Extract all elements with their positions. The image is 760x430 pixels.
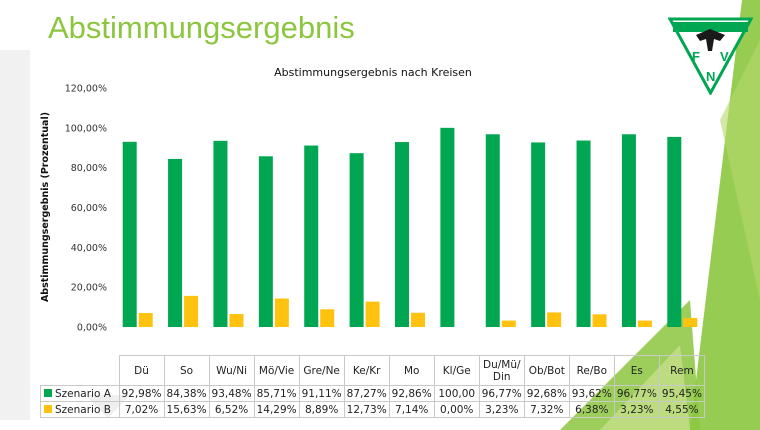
data-label: 92,86% [388, 385, 435, 402]
y-tick-label: 20,00% [71, 283, 107, 294]
y-tick-label: 120,00% [65, 84, 107, 95]
chart-title: Abstimmungsergebnis nach Kreisen [274, 66, 472, 79]
category-label: Ke/Kr [343, 355, 390, 386]
data-label: 6,38% [568, 401, 615, 418]
data-label: 100,00 [433, 385, 480, 402]
eagle-icon [696, 29, 725, 51]
bar-szenario-a [440, 127, 455, 327]
series-legend-cell: Szenario A [40, 385, 120, 402]
data-label: 8,89% [298, 401, 345, 418]
bar-szenario-b [637, 320, 652, 327]
data-label: 6,52% [208, 401, 255, 418]
grey-watermark-shape [0, 50, 30, 420]
bar-szenario-b [411, 312, 425, 327]
logo-shield [668, 17, 753, 95]
data-label: 87,27% [343, 385, 390, 402]
logo-letter-n: N [706, 69, 715, 84]
data-label: 85,71% [253, 385, 300, 402]
category-label: Ob/Bot [523, 355, 570, 386]
table-row-szenario-b: Szenario B 7,02% 15,63% 6,52% 14,29% 8,89% 12,… [40, 401, 706, 418]
data-label: 7,02% [118, 401, 165, 418]
logo-letter-v: V [720, 49, 729, 64]
bar-szenario-a [667, 136, 682, 327]
data-label: 7,14% [388, 401, 435, 418]
data-label: 92,98% [118, 385, 165, 402]
category-label: Kl/Ge [433, 355, 480, 386]
category-label: So [163, 355, 210, 386]
fvn-logo: F V N [668, 17, 753, 95]
bar-szenario-a [122, 141, 137, 327]
data-label: 91,11% [298, 385, 345, 402]
legend-swatch [44, 388, 52, 397]
bar-szenario-b [365, 301, 380, 327]
logo-letter-f: F [692, 49, 700, 64]
bar-szenario-b [683, 317, 698, 327]
category-label: Es [613, 355, 660, 386]
data-label: 14,29% [253, 401, 300, 418]
green-stripe-right-light [720, 40, 760, 300]
bar-szenario-b [274, 298, 289, 327]
category-label: Du/Mü/Din [478, 355, 525, 386]
bar-szenario-a [395, 142, 409, 327]
data-label: 4,55% [658, 401, 706, 418]
bar-szenario-b [138, 313, 153, 327]
data-label: 96,77% [478, 385, 525, 402]
bar-szenario-a [531, 142, 546, 327]
category-label: Gre/Ne [298, 355, 345, 386]
data-label: 95,45% [658, 385, 706, 402]
bar-szenario-b [184, 295, 199, 327]
category-label: Mo [388, 355, 435, 386]
data-label: 92,68% [523, 385, 570, 402]
table-header-row: Dü So Wu/Ni Mö/Vie Gre/Ne Ke/Kr Mo Kl/Ge Du/Mü/D… [40, 355, 706, 386]
data-label: 84,38% [163, 385, 210, 402]
legend-swatch [44, 404, 52, 413]
category-label: Mö/Vie [253, 355, 300, 386]
data-label: 15,63% [163, 401, 210, 418]
data-label: 12,73% [343, 401, 390, 418]
data-label: 3,23% [613, 401, 660, 418]
series-legend-cell: Szenario B [40, 401, 120, 418]
bar-szenario-a [213, 140, 228, 327]
bar-szenario-b [547, 312, 562, 327]
logo-band [673, 22, 748, 32]
page-title: Abstimmungsergebnis [48, 10, 355, 45]
legend-label: Szenario A [55, 387, 111, 400]
y-tick-label: 0,00% [77, 323, 107, 334]
table-corner-cell [40, 355, 120, 386]
bar-szenario-a [258, 156, 273, 327]
bar-szenario-b [501, 320, 516, 327]
bar-szenario-a [349, 153, 364, 327]
bar-szenario-a [576, 140, 591, 327]
data-label: 7,32% [523, 401, 570, 418]
y-tick-label: 100,00% [65, 123, 107, 134]
legend-label: Szenario B [55, 403, 111, 416]
table-row-szenario-a: Szenario A 92,98% 84,38% 93,48% 85,71% 91,11%… [40, 385, 706, 402]
category-label: Dü [118, 355, 165, 386]
category-label: Wu/Ni [208, 355, 255, 386]
y-tick-label: 40,00% [71, 243, 107, 254]
y-tick-label: 60,00% [71, 203, 107, 214]
bar-szenario-b [592, 314, 607, 327]
y-tick-label: 80,00% [71, 163, 107, 174]
bar-szenario-a [168, 158, 183, 327]
bar-szenario-b [229, 314, 244, 327]
data-label: 0,00% [433, 401, 480, 418]
bar-szenario-b [320, 309, 335, 327]
data-label: 93,62% [568, 385, 615, 402]
category-label: Re/Bo [568, 355, 615, 386]
data-label: 93,48% [208, 385, 255, 402]
y-axis-ticks: 0,00% 20,00% 40,00% 60,00% 80,00% 100,00% 120,… [65, 84, 107, 334]
data-label: 3,23% [478, 401, 525, 418]
bar-szenario-a [621, 134, 636, 327]
bar-szenario-a [485, 134, 500, 327]
y-axis-label: Abstimmungsergebnis (Prozentual) [40, 112, 51, 302]
bar-szenario-a [304, 145, 319, 327]
data-label: 96,77% [613, 385, 660, 402]
data-table: Dü So Wu/Ni Mö/Vie Gre/Ne Ke/Kr Mo Kl/Ge Du/Mü/D… [40, 355, 706, 418]
bars [122, 127, 698, 327]
category-label: Rem [658, 355, 706, 386]
